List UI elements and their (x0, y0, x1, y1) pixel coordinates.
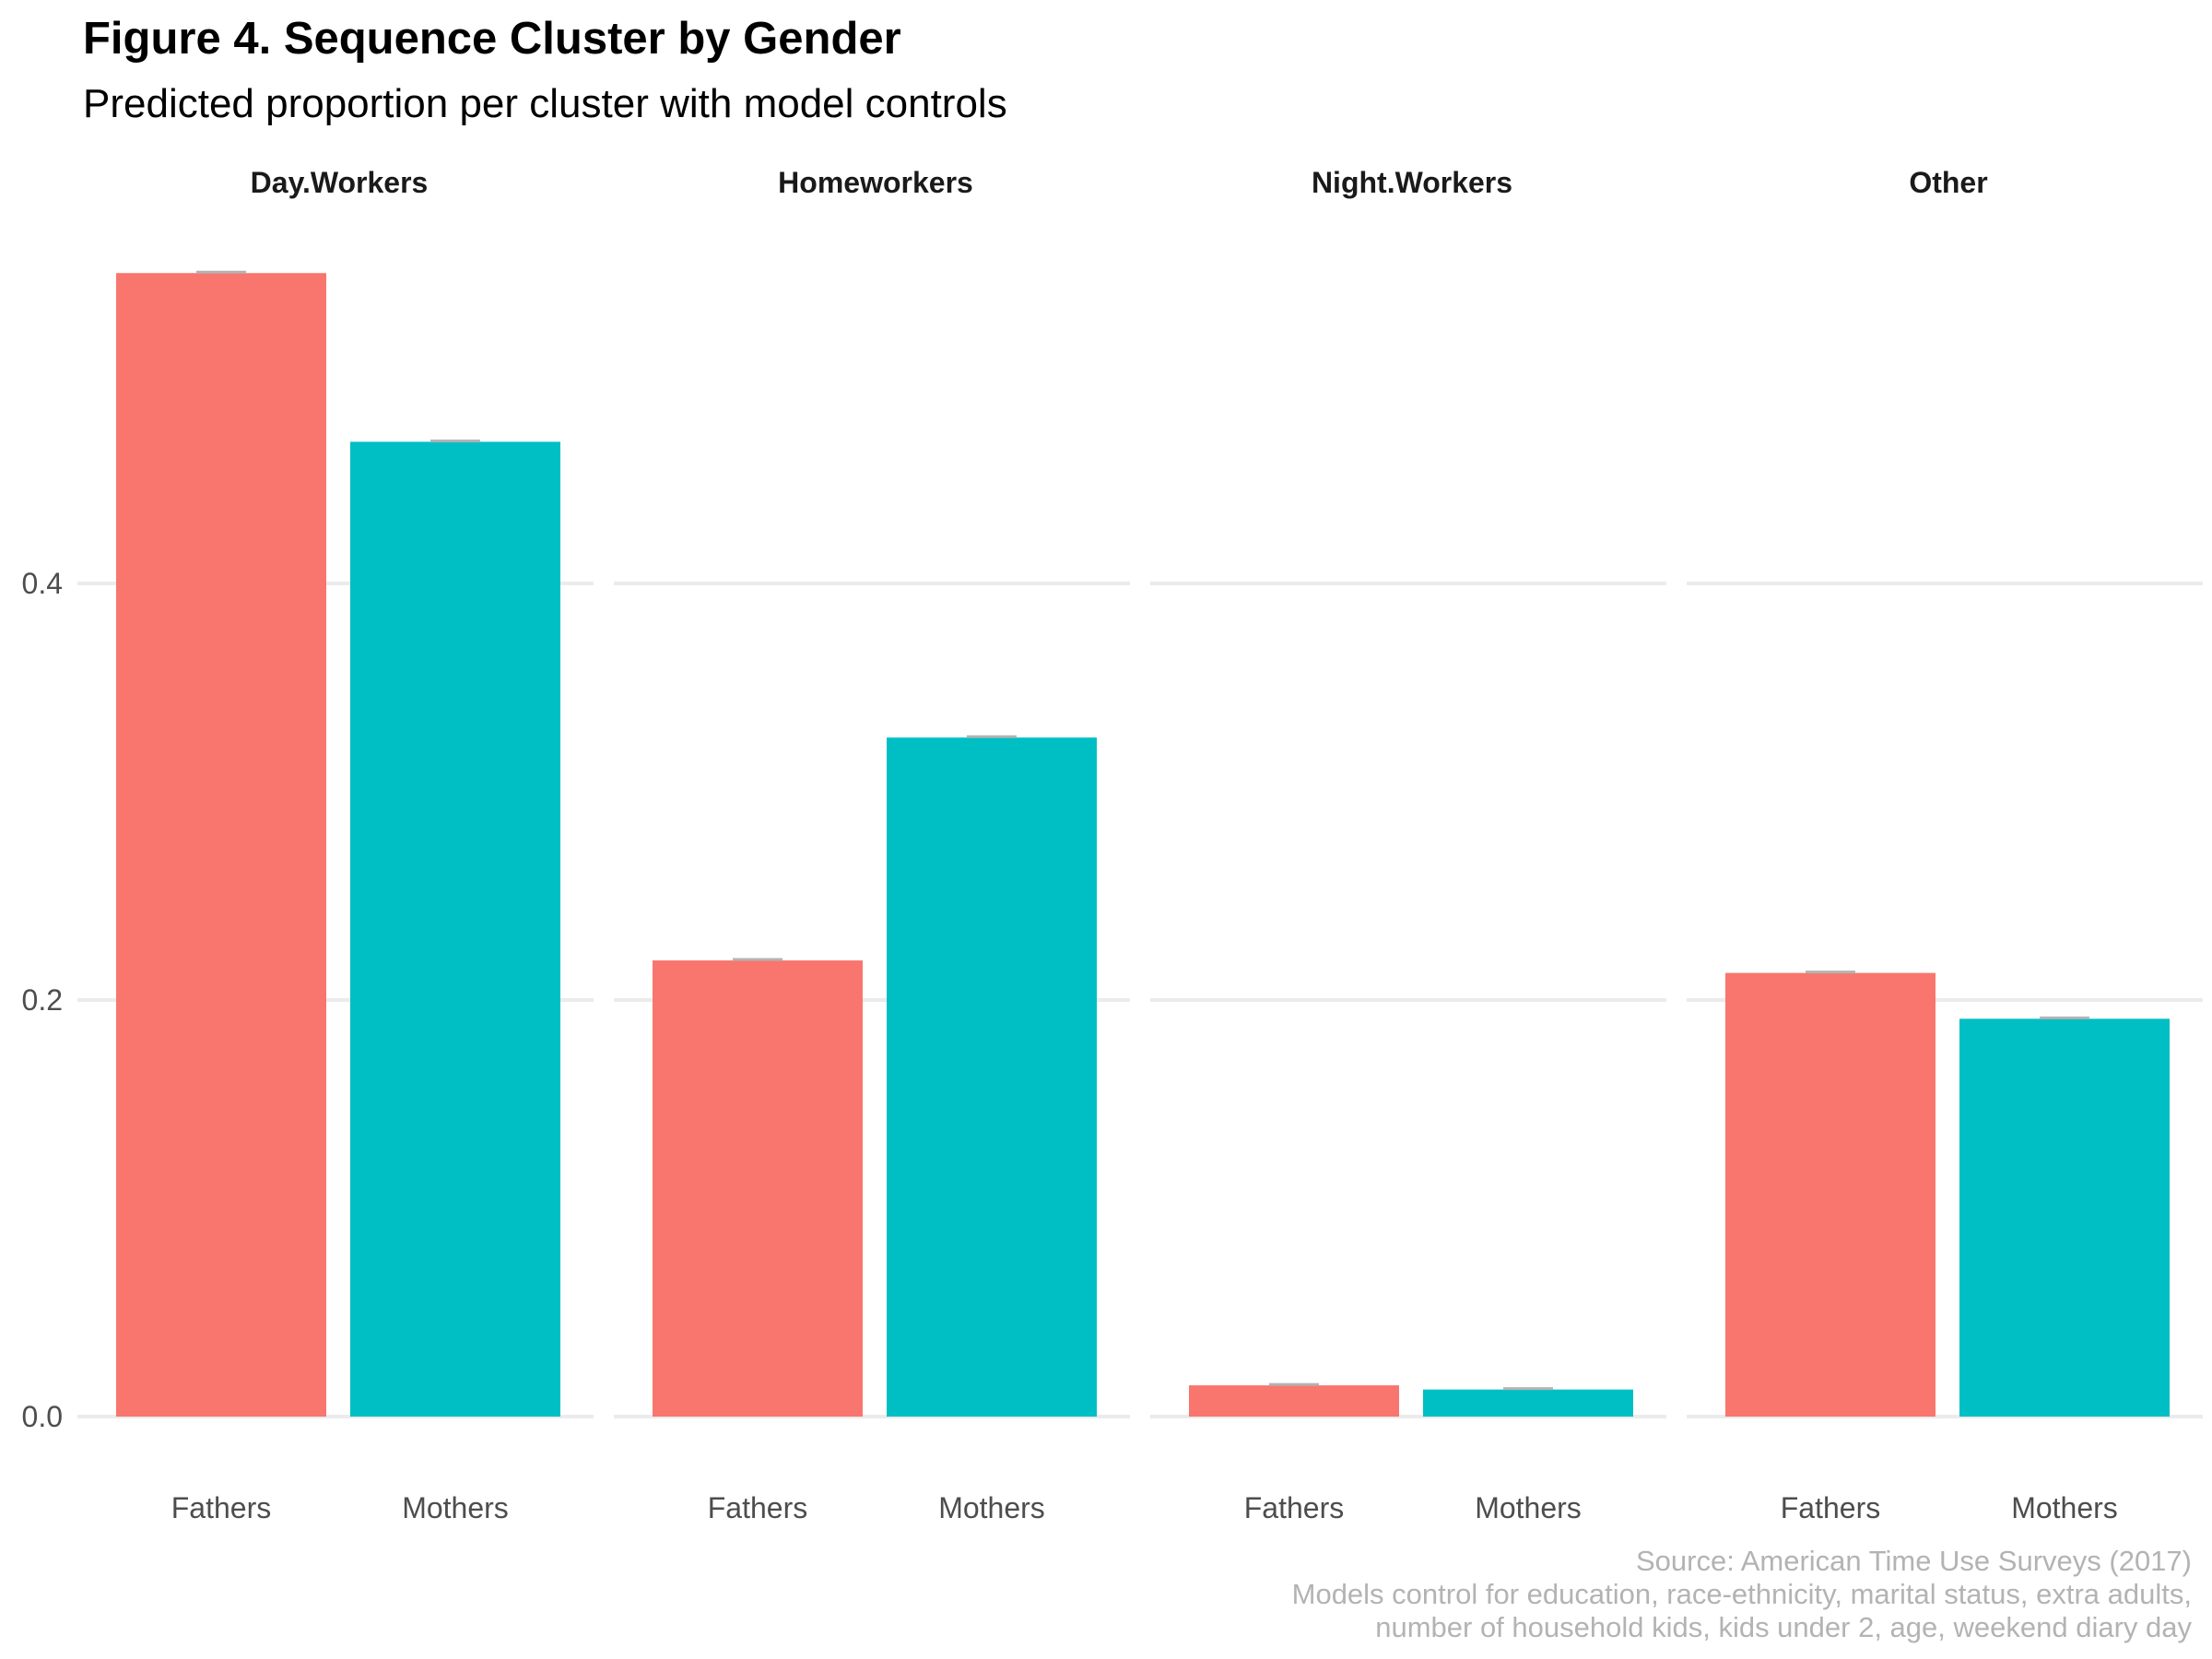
chart-subtitle: Predicted proportion per cluster with mo… (83, 81, 1007, 126)
plot-area: Day.Workers Fathers Mothers Homeworkers Fath… (22, 166, 2203, 1524)
x-tick-label: Mothers (402, 1491, 509, 1524)
x-tick-label: Fathers (171, 1491, 271, 1524)
caption: Source: American Time Use Surveys (2017)… (1292, 1545, 2193, 1643)
facet-label: Homeworkers (778, 166, 973, 199)
facet-label: Other (1909, 166, 1987, 199)
y-tick-label: 0.4 (22, 567, 63, 600)
bar-mothers (1423, 1389, 1633, 1417)
bar-fathers (1189, 1385, 1399, 1417)
chart-title: Figure 4. Sequence Cluster by Gender (83, 14, 901, 64)
x-tick-label: Mothers (2011, 1491, 2118, 1524)
bar-fathers (116, 273, 326, 1417)
facet-label: Day.Workers (251, 166, 429, 199)
x-tick-label: Fathers (1244, 1491, 1344, 1524)
y-tick-label: 0.0 (22, 1400, 63, 1433)
x-tick-label: Fathers (1781, 1491, 1880, 1524)
bar-mothers (887, 737, 1097, 1417)
x-tick-label: Mothers (1475, 1491, 1582, 1524)
caption-line-2: Models control for education, race-ethni… (1292, 1578, 2192, 1610)
x-tick-label: Fathers (708, 1491, 807, 1524)
y-tick-label: 0.2 (22, 983, 63, 1017)
bar-mothers (350, 441, 560, 1417)
caption-line-3: number of household kids, kids under 2, … (1375, 1611, 2192, 1643)
facet-label: Night.Workers (1312, 166, 1512, 199)
x-tick-label: Mothers (938, 1491, 1045, 1524)
bar-fathers (1725, 972, 1936, 1417)
bar-fathers (653, 960, 863, 1417)
bar-mothers (1959, 1018, 2170, 1417)
caption-line-1: Source: American Time Use Surveys (2017) (1636, 1545, 2192, 1577)
